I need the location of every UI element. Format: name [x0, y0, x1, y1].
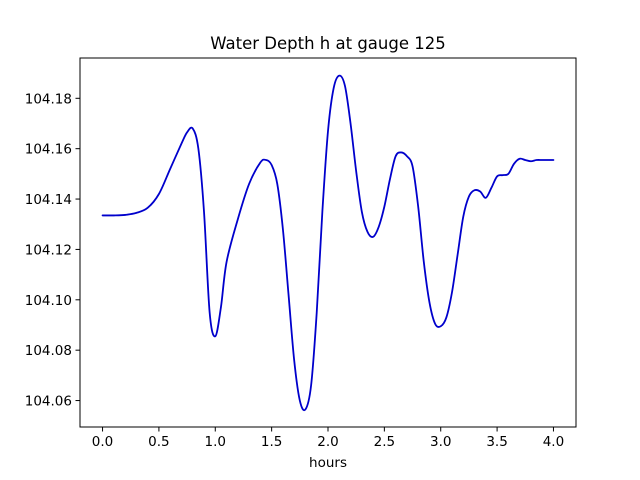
axes-frame: [79, 57, 577, 428]
x-axis: 0.0 0.5 1.0 1.5 2.0 2.5 3.0 3.5 4.0: [92, 427, 564, 450]
y-tick-label: 104.14: [25, 192, 72, 208]
x-tick-label: 2.0: [317, 434, 338, 450]
x-tick-label: 1.0: [205, 434, 226, 450]
x-axis-label: hours: [309, 455, 347, 471]
y-tick-label: 104.12: [25, 242, 72, 258]
y-tick-label: 104.16: [25, 142, 72, 158]
y-tick-label: 104.10: [25, 293, 72, 309]
x-tick-label: 4.0: [543, 434, 564, 450]
x-tick-label: 2.5: [374, 434, 395, 450]
x-tick-label: 0.0: [92, 434, 113, 450]
plot-area: [101, 74, 555, 412]
chart-title: Water Depth h at gauge 125: [210, 34, 445, 53]
y-tick-label: 104.18: [25, 91, 72, 107]
y-tick-label: 104.06: [25, 394, 72, 410]
x-tick-label: 3.0: [430, 434, 451, 450]
y-axis: 104.06 104.08 104.10 104.12 104.14 104.16 104.…: [25, 91, 80, 410]
x-tick-label: 3.5: [486, 434, 507, 450]
series-line-0: [101, 74, 555, 412]
y-tick-label: 104.08: [25, 343, 72, 359]
x-tick-label: 1.5: [261, 434, 282, 450]
x-tick-label: 0.5: [148, 434, 169, 450]
